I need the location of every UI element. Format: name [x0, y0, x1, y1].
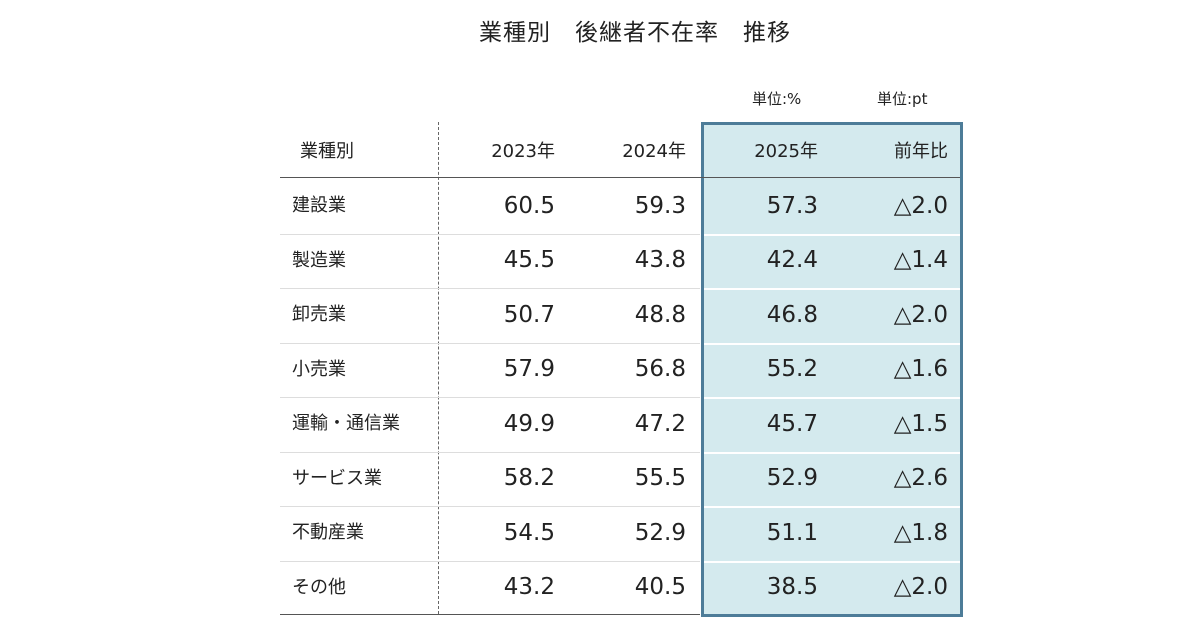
cell-value: 52.9 — [634, 519, 686, 546]
cell-value: 49.9 — [503, 410, 555, 437]
row-label: 運輸・通信業 — [292, 413, 400, 435]
column-header: 前年比 — [894, 141, 948, 162]
row-rule — [280, 288, 700, 289]
cell-value: 48.8 — [634, 301, 686, 328]
row-rule — [704, 288, 960, 290]
cell-value: 38.5 — [766, 574, 818, 601]
row-rule — [280, 560, 700, 562]
row-label: 製造業 — [292, 249, 346, 271]
cell-value: 59.3 — [634, 192, 686, 219]
header-rule — [280, 177, 960, 178]
row-rule — [704, 342, 960, 345]
cell-value: 55.2 — [766, 356, 818, 383]
cell-value: 51.1 — [766, 519, 818, 546]
title: 業種別 後継者不在率 推移 — [479, 20, 791, 46]
unit-label: 単位:pt — [877, 90, 928, 108]
row-rule — [280, 233, 700, 235]
cell-value: 47.2 — [634, 410, 686, 437]
cell-value: 54.5 — [503, 519, 555, 546]
row-rule — [280, 397, 700, 398]
cell-value: 43.8 — [634, 247, 686, 274]
cell-value: △1.4 — [893, 247, 948, 274]
cell-value: 45.7 — [766, 410, 818, 437]
row-label: 不動産業 — [292, 522, 364, 544]
cell-value: 55.5 — [634, 465, 686, 492]
column-divider — [438, 122, 439, 614]
row-label: その他 — [292, 576, 346, 598]
cell-value: △2.0 — [893, 301, 948, 328]
row-rule — [280, 342, 700, 344]
cell-value: 46.8 — [766, 301, 818, 328]
row-rule — [280, 451, 700, 453]
column-header: 業種別 — [300, 141, 354, 162]
cell-value: 57.3 — [766, 192, 818, 219]
cell-value: 57.9 — [503, 356, 555, 383]
row-rule — [704, 560, 960, 563]
cell-value: 40.5 — [634, 574, 686, 601]
row-label: サービス業 — [292, 467, 382, 489]
column-header: 2023年 — [491, 141, 555, 162]
cell-value: △1.6 — [893, 356, 948, 383]
cell-value: 60.5 — [503, 192, 555, 219]
cell-value: 52.9 — [766, 465, 818, 492]
row-rule — [704, 506, 960, 508]
highlight-box — [701, 122, 963, 617]
cell-value: △2.0 — [893, 574, 948, 601]
row-rule — [704, 233, 960, 236]
row-rule — [704, 451, 960, 454]
row-label: 卸売業 — [292, 304, 346, 326]
cell-value: 43.2 — [503, 574, 555, 601]
column-header: 2025年 — [754, 141, 818, 162]
column-header: 2024年 — [622, 141, 686, 162]
row-rule — [704, 397, 960, 399]
row-label: 小売業 — [292, 358, 346, 380]
row-label: 建設業 — [292, 195, 346, 217]
cell-value: △1.8 — [893, 519, 948, 546]
unit-label: 単位:% — [752, 90, 802, 108]
row-rule — [280, 506, 700, 507]
cell-value: 50.7 — [503, 301, 555, 328]
cell-value: 42.4 — [766, 247, 818, 274]
cell-value: △2.0 — [893, 192, 948, 219]
cell-value: 58.2 — [503, 465, 555, 492]
cell-value: 45.5 — [503, 247, 555, 274]
cell-value: △1.5 — [893, 410, 948, 437]
cell-value: △2.6 — [893, 465, 948, 492]
bottom-rule — [280, 614, 700, 615]
cell-value: 56.8 — [634, 356, 686, 383]
